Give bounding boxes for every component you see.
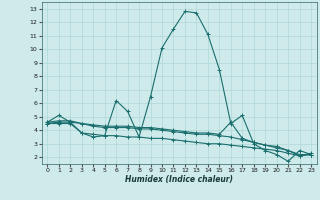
X-axis label: Humidex (Indice chaleur): Humidex (Indice chaleur) xyxy=(125,175,233,184)
